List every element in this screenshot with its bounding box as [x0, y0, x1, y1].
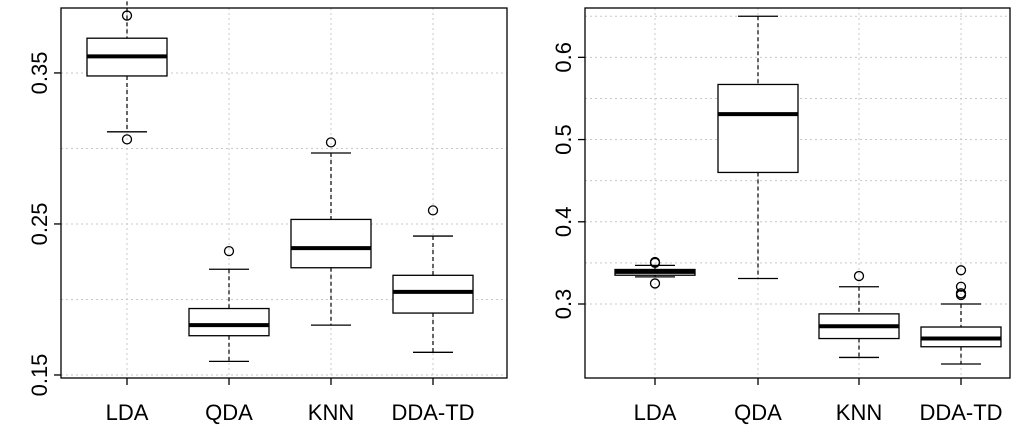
iqr-box	[188, 307, 270, 337]
box-lda	[614, 256, 696, 289]
y-axis: 0.15 0.25 0.35	[27, 52, 61, 397]
panel-1: 0.15 0.25 0.35 LDA QDA KNN DDA-TD	[27, 0, 508, 425]
plot-frame	[60, 7, 508, 379]
y-tick-label: 0.6	[551, 42, 576, 73]
grid-lines	[585, 8, 1010, 378]
outlier-point	[955, 288, 967, 299]
x-axis: LDA QDA KNN DDA-TD	[634, 378, 1003, 425]
outlier-point	[325, 137, 337, 148]
iqr-box	[290, 218, 372, 269]
y-tick-label: 0.4	[551, 206, 576, 237]
x-axis: LDA QDA KNN DDA-TD	[106, 378, 475, 425]
box-lda	[86, 0, 168, 145]
y-tick-label: 0.35	[27, 52, 52, 95]
plot-frame	[584, 7, 1011, 379]
outlier-point	[649, 278, 661, 289]
panel-2: 0.3 0.4 0.5 0.6 LDA QDA KNN DDA-TD	[551, 7, 1011, 425]
outlier-point	[427, 205, 439, 216]
outlier-point	[955, 281, 967, 292]
outlier-point	[955, 265, 967, 276]
x-tick-label: QDA	[734, 400, 782, 425]
box-dda-td	[392, 205, 474, 353]
x-tick-label: LDA	[634, 400, 677, 425]
box-knn	[290, 137, 372, 326]
outlier-point	[121, 134, 133, 145]
outlier-point	[853, 270, 865, 282]
y-axis: 0.3 0.4 0.5 0.6	[551, 42, 585, 319]
outlier-point	[223, 245, 235, 257]
box-knn	[818, 270, 900, 359]
box-qda	[188, 245, 270, 363]
iqr-box	[717, 83, 799, 174]
y-tick-label: 0.3	[551, 289, 576, 320]
outlier-point	[121, 10, 133, 21]
x-tick-label: LDA	[106, 400, 149, 425]
x-tick-label: KNN	[308, 400, 354, 425]
y-tick-label: 0.15	[27, 354, 52, 397]
y-tick-label: 0.25	[27, 203, 52, 246]
y-tick-label: 0.5	[551, 124, 576, 155]
box-dda-td	[920, 265, 1002, 365]
x-tick-label: KNN	[836, 400, 882, 425]
x-tick-label: DDA-TD	[919, 400, 1002, 425]
x-tick-label: QDA	[205, 400, 253, 425]
x-tick-label: DDA-TD	[391, 400, 474, 425]
outlier-point	[649, 256, 661, 268]
iqr-box	[392, 274, 474, 314]
box-qda	[717, 15, 799, 280]
